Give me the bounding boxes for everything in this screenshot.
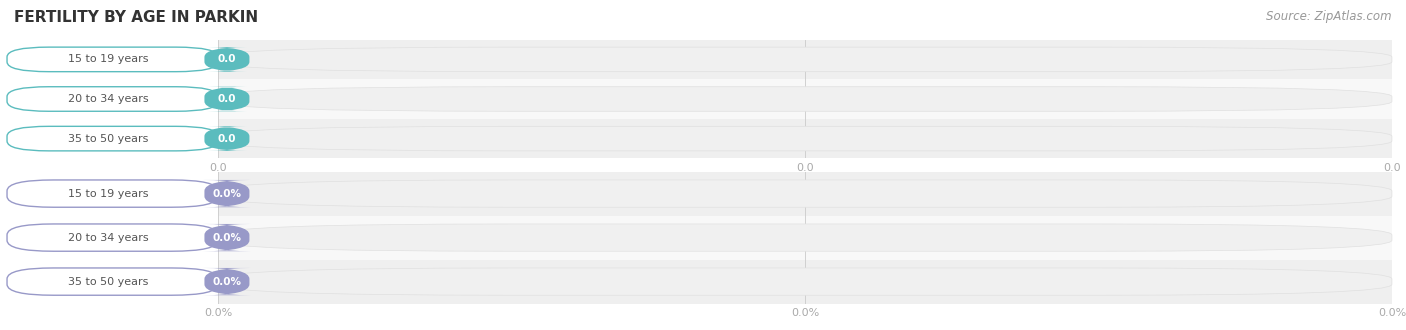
Text: 15 to 19 years: 15 to 19 years — [67, 54, 149, 64]
Text: 0.0%: 0.0% — [212, 189, 242, 199]
Text: 0.0: 0.0 — [218, 134, 236, 144]
FancyBboxPatch shape — [218, 87, 1392, 111]
FancyBboxPatch shape — [218, 180, 1392, 207]
Bar — [0, 260, 1406, 304]
Text: 20 to 34 years: 20 to 34 years — [67, 94, 149, 104]
Text: 20 to 34 years: 20 to 34 years — [67, 233, 149, 243]
Text: Source: ZipAtlas.com: Source: ZipAtlas.com — [1267, 10, 1392, 23]
Text: 0.0%: 0.0% — [212, 277, 242, 286]
FancyBboxPatch shape — [218, 224, 1392, 251]
Bar — [0, 79, 1406, 119]
Text: FERTILITY BY AGE IN PARKIN: FERTILITY BY AGE IN PARKIN — [14, 10, 259, 25]
FancyBboxPatch shape — [218, 47, 1392, 72]
Text: 35 to 50 years: 35 to 50 years — [67, 277, 149, 286]
Bar — [0, 119, 1406, 158]
Text: 35 to 50 years: 35 to 50 years — [67, 134, 149, 144]
Text: 0.0: 0.0 — [218, 94, 236, 104]
Bar — [0, 215, 1406, 260]
Text: 0.0: 0.0 — [218, 54, 236, 64]
FancyBboxPatch shape — [218, 126, 1392, 151]
Text: 15 to 19 years: 15 to 19 years — [67, 189, 149, 199]
FancyBboxPatch shape — [218, 268, 1392, 295]
Bar — [0, 40, 1406, 79]
Text: 0.0%: 0.0% — [212, 233, 242, 243]
Bar — [0, 172, 1406, 215]
